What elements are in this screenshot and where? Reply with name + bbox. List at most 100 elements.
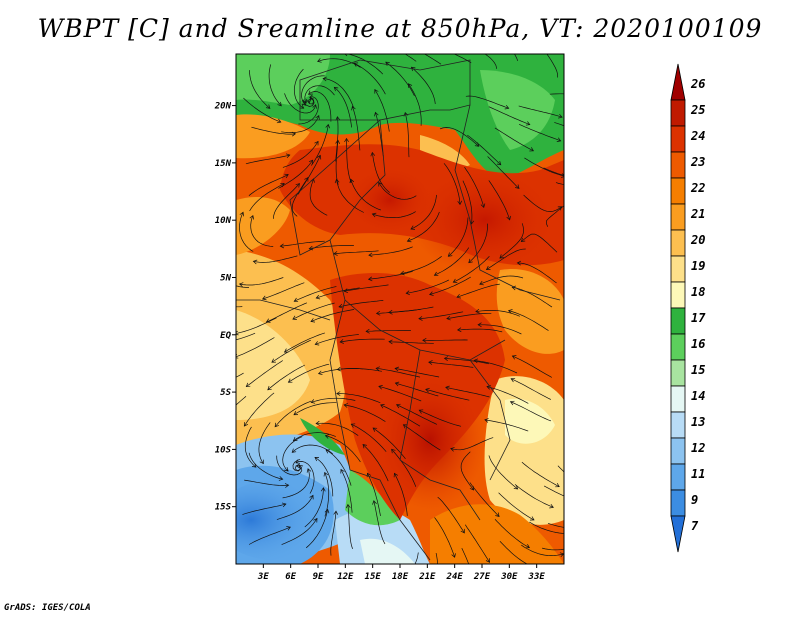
streamline (465, 95, 509, 109)
streamline-arrow (529, 516, 535, 521)
streamline (239, 277, 284, 286)
streamline (406, 279, 449, 294)
streamline (396, 404, 438, 425)
streamline-arrow (249, 214, 255, 220)
streamline (248, 452, 283, 480)
streamline (510, 378, 551, 400)
streamline (407, 211, 440, 242)
streamline (250, 215, 274, 247)
streamline-arrow (375, 366, 380, 372)
streamline-arrow (375, 310, 381, 316)
colorbar-label-17: 7 (691, 519, 699, 533)
streamline-arrow (259, 459, 264, 465)
x-tick-label-1: 6E (285, 572, 296, 582)
colorbar-label-3: 23 (690, 155, 705, 169)
streamline-arrow (299, 104, 305, 109)
streamline (337, 368, 382, 372)
streamline-arrow (589, 527, 593, 531)
streamline (347, 504, 353, 550)
streamline-arrow (336, 391, 341, 396)
streamline-arrow (408, 83, 413, 88)
streamline-arrow (284, 483, 290, 488)
streamline (557, 465, 564, 473)
streamline-arrow (477, 322, 482, 328)
x-tick-label-2: 9E (313, 572, 324, 582)
streamline-arrow (245, 382, 251, 388)
streamline (555, 182, 564, 185)
streamline (474, 360, 518, 374)
streamline (460, 451, 474, 491)
streamline-arrow (405, 290, 411, 296)
colorbar-swatch-1 (670, 99, 686, 127)
streamline (344, 404, 386, 422)
x-tick-label-9: 30E (500, 572, 518, 582)
streamline (276, 455, 303, 476)
streamline (362, 444, 389, 482)
streamline (236, 317, 277, 334)
streamline-arrow (388, 339, 393, 345)
streamline (443, 163, 461, 205)
streamline-arrow (485, 558, 490, 563)
streamline (510, 401, 552, 422)
x-tick-label-7: 24E (446, 572, 464, 582)
streamline-arrow (200, 294, 204, 298)
streamline (469, 482, 500, 517)
streamline-arrow (313, 517, 318, 523)
streamline (529, 521, 564, 534)
streamline-arrow (252, 259, 258, 265)
streamline (278, 159, 313, 189)
streamline (554, 122, 564, 127)
colorbar-swatch-12 (670, 385, 686, 413)
streamline-arrow (374, 111, 379, 117)
streamline (372, 211, 416, 218)
streamline-arrow (344, 137, 349, 143)
colorbar-swatch-9 (670, 307, 686, 335)
streamline (315, 334, 359, 345)
streamline-arrow (446, 315, 451, 321)
colorbar-swatch-6 (670, 229, 686, 257)
streamline-arrow (308, 159, 314, 165)
streamline-arrow (513, 485, 519, 490)
streamline-arrow (239, 211, 244, 217)
streamline-arrow (292, 315, 297, 320)
streamline (280, 240, 325, 247)
streamline (336, 179, 364, 213)
streamline (461, 548, 470, 564)
colorbar-label-5: 21 (690, 207, 705, 221)
streamline-arrow (243, 422, 249, 427)
streamline-arrow (209, 269, 213, 273)
streamline (518, 123, 561, 142)
streamline (453, 54, 472, 64)
streamline-arrow (295, 183, 300, 188)
streamline (468, 223, 488, 263)
streamline-arrow (325, 123, 331, 129)
streamline (244, 426, 257, 468)
colorbar-label-14: 12 (691, 441, 705, 455)
streamline-arrow (391, 448, 396, 454)
streamline (243, 97, 281, 123)
streamline-arrow (238, 282, 244, 287)
streamline-arrow (450, 447, 455, 452)
streamline-arrow (309, 94, 314, 100)
streamline (494, 127, 534, 152)
streamline (245, 154, 290, 165)
streamline-arrow (583, 177, 587, 181)
streamline-arrow (315, 420, 320, 426)
streamline-arrow (506, 215, 511, 221)
streamline (484, 419, 529, 432)
x-tick-label-5: 18E (392, 572, 409, 582)
streamline (325, 449, 352, 486)
streamline-arrow (558, 113, 563, 119)
streamline-arrow (336, 366, 342, 372)
colorbar-label-16: 9 (691, 493, 698, 507)
streamline (434, 247, 470, 276)
colorbar-label-12: 14 (691, 389, 705, 403)
colorbar-label-11: 15 (691, 363, 705, 377)
streamline (239, 212, 254, 252)
streamline-arrow (284, 173, 289, 179)
streamline (271, 339, 311, 363)
streamline (353, 62, 386, 95)
streamline-arrow (236, 330, 239, 336)
streamline (453, 255, 490, 283)
streamline-arrow (485, 265, 491, 270)
